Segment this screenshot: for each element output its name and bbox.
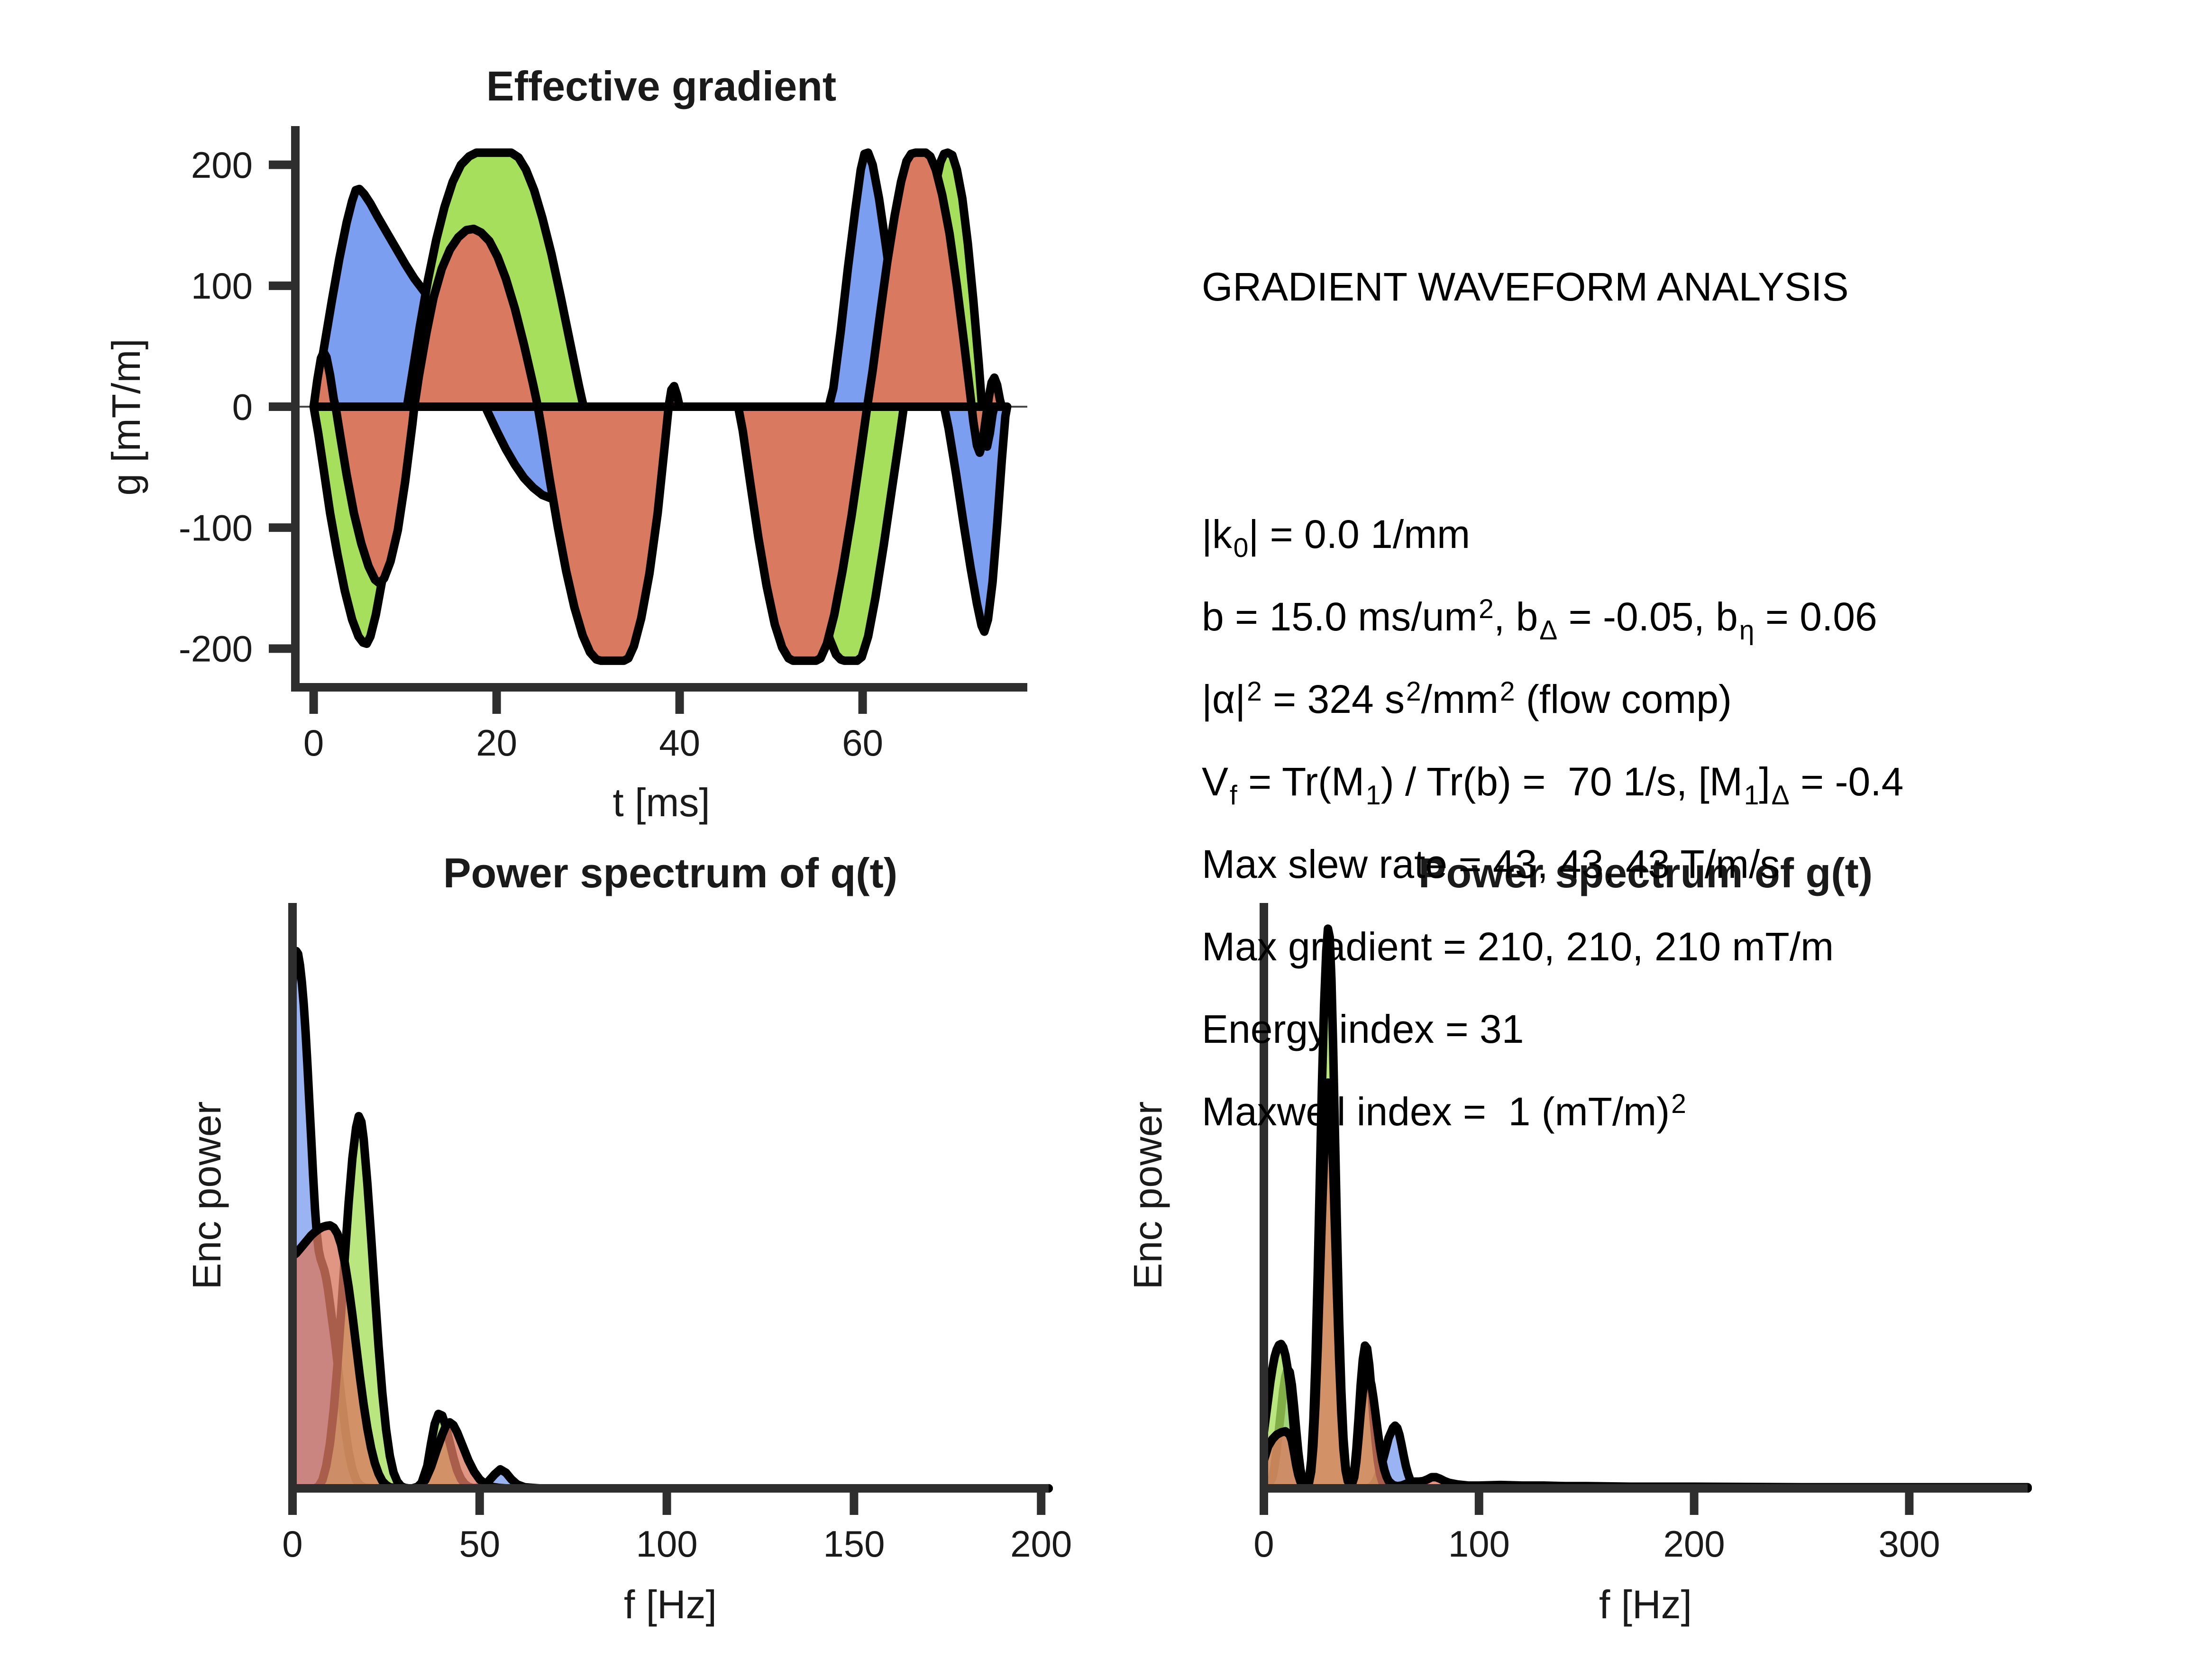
q_spectrum-xlabel: f [Hz]	[624, 1582, 717, 1627]
analysis-line: |α|2 = 324 s2/mm2 (flow comp)	[1202, 658, 2178, 740]
effective_gradient-title: Effective gradient	[486, 63, 836, 109]
effective_gradient-x-tick-label: 60	[842, 722, 883, 764]
q_spectrum-x-tick-label: 50	[459, 1523, 500, 1565]
q_spectrum-series-blue-area	[288, 947, 1053, 1493]
text-segment: Max slew rate = 43, 43, 43 T/m/s	[1202, 842, 1780, 886]
text-segment: Maxwell index = 1 (mT/m)	[1202, 1089, 1670, 1134]
sub-segment: 1	[1365, 780, 1381, 811]
sup-segment: 2	[1671, 1089, 1686, 1120]
effective_gradient-y-tick-label: -200	[179, 628, 253, 670]
analysis-line: Max slew rate = 43, 43, 43 T/m/s	[1202, 823, 2178, 905]
analysis-lines: |k0| = 0.0 1/mm b = 15.0 ms/um2, bΔ = -0.…	[1202, 493, 2178, 1153]
sub-segment: η	[1739, 615, 1755, 646]
g_spectrum-title: Power spectrum of g(t)	[1418, 849, 1873, 896]
text-segment: ]	[1759, 759, 1770, 804]
sup-segment: 2	[1406, 676, 1421, 707]
analysis-line: Max gradient = 210, 210, 210 mT/m	[1202, 905, 2178, 988]
text-segment: |k	[1202, 512, 1232, 556]
text-segment: V	[1202, 759, 1229, 804]
text-segment: Energy index = 31	[1202, 1007, 1524, 1051]
text-segment: , b	[1493, 594, 1538, 639]
g_spectrum-x-tick-label: 300	[1878, 1523, 1940, 1565]
analysis-line: Energy index = 31	[1202, 988, 2178, 1070]
text-segment: = Tr(M	[1237, 759, 1365, 804]
effective_gradient-y-tick-label: 100	[191, 265, 253, 307]
q_spectrum-x-tick-label: 100	[636, 1523, 698, 1565]
sup-segment: 2	[1247, 676, 1262, 707]
q_spectrum-title: Power spectrum of q(t)	[443, 849, 897, 896]
q_spectrum-series-red-area	[288, 1221, 1053, 1493]
q_spectrum-x-tick-label: 0	[282, 1523, 302, 1565]
analysis-line: |k0| = 0.0 1/mm	[1202, 493, 2178, 575]
effective_gradient-x-tick-label: 0	[303, 722, 324, 764]
analysis-line: Maxwell index = 1 (mT/m)2	[1202, 1070, 2178, 1153]
text-segment: Max gradient = 210, 210, 210 mT/m	[1202, 924, 1834, 969]
effective_gradient-y-tick-label: 0	[232, 386, 253, 428]
g_spectrum-ylabel: Enc power	[1125, 1102, 1170, 1290]
text-segment: |α|	[1202, 677, 1246, 721]
analysis-line: b = 15.0 ms/um2, bΔ = -0.05, bη = 0.06	[1202, 575, 2178, 658]
effective_gradient-y-tick-label: 200	[191, 144, 253, 186]
q_spectrum-x-tick-label: 150	[823, 1523, 885, 1565]
sup-segment: 2	[1499, 676, 1515, 707]
sub-segment: 0	[1233, 533, 1249, 564]
sub-segment: 1	[1744, 780, 1759, 811]
sub-segment: Δ	[1539, 615, 1558, 646]
effective_gradient-x-tick-label: 40	[659, 722, 700, 764]
text-segment: = -0.05, b	[1557, 594, 1738, 639]
sup-segment: 2	[1479, 594, 1494, 625]
g_spectrum-x-tick-label: 100	[1448, 1523, 1510, 1565]
g_spectrum-x-tick-label: 0	[1253, 1523, 1274, 1565]
text-segment: b = 15.0 ms/um	[1202, 594, 1478, 639]
sub-segment: Δ	[1771, 780, 1790, 811]
text-segment: = 324 s	[1261, 677, 1405, 721]
q_spectrum-ylabel: Enc power	[184, 1102, 229, 1290]
text-segment: | = 0.0 1/mm	[1248, 512, 1471, 556]
analysis-panel: GRADIENT WAVEFORM ANALYSIS |k0| = 0.0 1/…	[1202, 81, 2178, 1318]
effective_gradient-ylabel: g [mT/m]	[104, 338, 148, 495]
effective_gradient-y-tick-label: -100	[179, 507, 253, 548]
text-segment: /mm	[1421, 677, 1499, 721]
effective_gradient-x-tick-label: 20	[476, 722, 517, 764]
q_spectrum-series-green-area	[288, 1112, 1053, 1493]
g_spectrum-x-tick-label: 200	[1664, 1523, 1725, 1565]
text-segment: (flow comp)	[1515, 677, 1732, 721]
effective_gradient-xlabel: t [ms]	[612, 780, 710, 825]
text-segment: = -0.4	[1789, 759, 1904, 804]
effective_gradient-series-red-area	[309, 148, 1010, 665]
text-segment: ) / Tr(b) = 70 1/s, [M	[1380, 759, 1743, 804]
text-segment: = 0.06	[1754, 594, 1877, 639]
g_spectrum-xlabel: f [Hz]	[1599, 1582, 1692, 1627]
analysis-line: Vf = Tr(M1) / Tr(b) = 70 1/s, [M1]Δ = -0…	[1202, 740, 2178, 823]
analysis-title: GRADIENT WAVEFORM ANALYSIS	[1202, 264, 1849, 309]
q_spectrum-x-tick-label: 200	[1010, 1523, 1072, 1565]
sub-segment: f	[1229, 780, 1237, 811]
